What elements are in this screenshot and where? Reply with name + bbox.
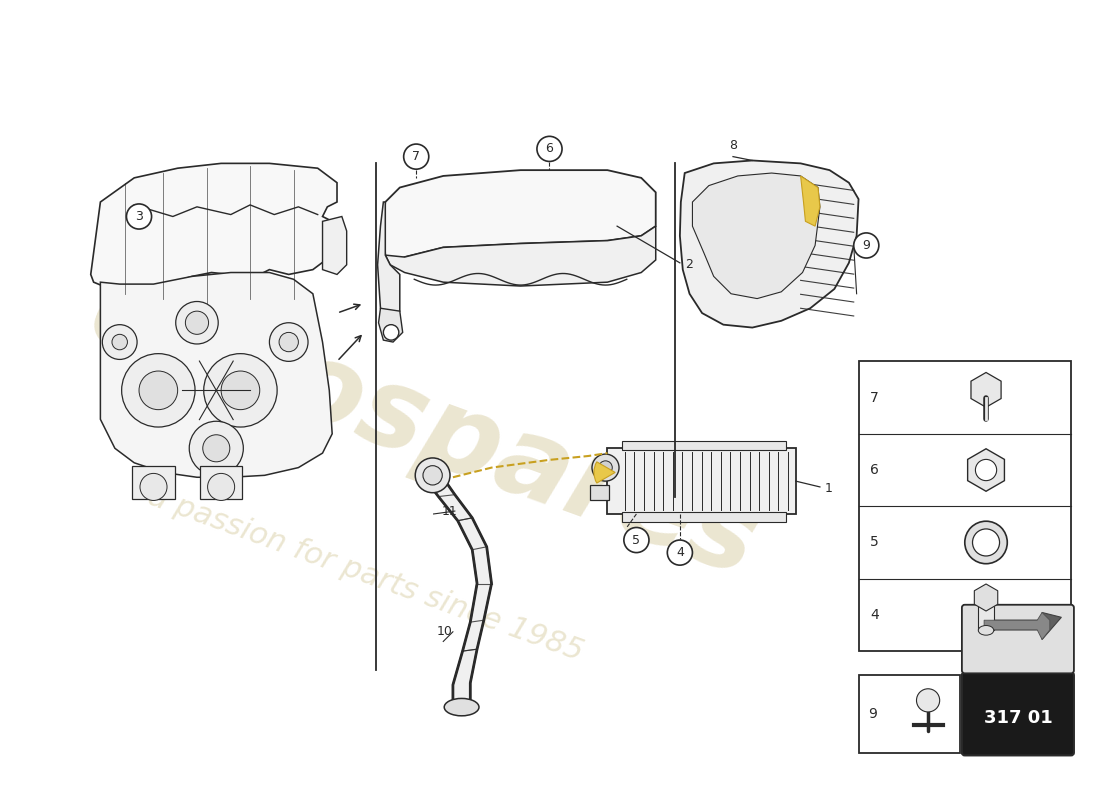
Circle shape [202, 434, 230, 462]
FancyBboxPatch shape [961, 605, 1074, 674]
Bar [590, 485, 609, 501]
Polygon shape [378, 308, 403, 342]
Circle shape [972, 529, 1000, 556]
Ellipse shape [978, 626, 993, 635]
Text: 6: 6 [870, 463, 879, 477]
Circle shape [186, 311, 209, 334]
Text: 7: 7 [870, 390, 879, 405]
Text: eurospares: eurospares [76, 258, 772, 599]
Circle shape [537, 136, 562, 162]
Bar [621, 512, 786, 522]
Circle shape [424, 466, 442, 485]
Circle shape [404, 144, 429, 169]
Bar [978, 603, 993, 630]
Polygon shape [984, 613, 1062, 639]
Circle shape [415, 458, 450, 493]
Circle shape [122, 354, 195, 427]
Text: 4: 4 [870, 608, 879, 622]
Circle shape [916, 689, 939, 712]
Text: 317 01: 317 01 [983, 709, 1053, 726]
Text: 5: 5 [632, 534, 640, 546]
Circle shape [189, 422, 243, 475]
Circle shape [598, 461, 613, 474]
FancyBboxPatch shape [961, 672, 1074, 755]
Circle shape [176, 302, 218, 344]
Polygon shape [385, 226, 656, 286]
Ellipse shape [444, 698, 478, 716]
Circle shape [204, 354, 277, 427]
Bar [858, 675, 960, 753]
Circle shape [140, 474, 167, 501]
Circle shape [624, 527, 649, 553]
Polygon shape [680, 161, 858, 327]
Wedge shape [594, 462, 615, 483]
Polygon shape [424, 475, 492, 709]
Circle shape [854, 233, 879, 258]
Text: 4: 4 [675, 546, 684, 559]
Circle shape [976, 459, 997, 481]
Text: a passion for parts since 1985: a passion for parts since 1985 [144, 482, 587, 666]
Circle shape [270, 322, 308, 362]
Bar [621, 441, 786, 450]
Polygon shape [801, 176, 820, 226]
Polygon shape [377, 202, 399, 315]
Polygon shape [100, 273, 332, 478]
Bar [200, 466, 242, 499]
Circle shape [668, 540, 692, 565]
Text: 9: 9 [868, 707, 877, 721]
Circle shape [965, 522, 1008, 564]
Text: 3: 3 [135, 210, 143, 223]
Circle shape [279, 332, 298, 352]
Polygon shape [384, 170, 656, 265]
Polygon shape [984, 613, 1049, 639]
Text: 11: 11 [442, 505, 458, 518]
Circle shape [102, 325, 138, 359]
Circle shape [384, 325, 399, 340]
Polygon shape [322, 217, 346, 274]
Text: 7: 7 [412, 150, 420, 163]
Text: 9: 9 [862, 239, 870, 252]
Text: 10: 10 [437, 626, 453, 638]
Polygon shape [692, 173, 820, 298]
Text: 5: 5 [870, 535, 879, 550]
Circle shape [139, 371, 178, 410]
Text: 8: 8 [729, 138, 737, 152]
Circle shape [221, 371, 260, 410]
Text: 6: 6 [546, 142, 553, 155]
Bar [132, 466, 175, 499]
Circle shape [208, 474, 234, 501]
Circle shape [112, 334, 128, 350]
Circle shape [126, 204, 152, 229]
Text: 1: 1 [825, 482, 833, 495]
Text: 2: 2 [684, 258, 693, 271]
Circle shape [592, 454, 619, 481]
Polygon shape [90, 163, 337, 292]
Polygon shape [607, 448, 795, 514]
Bar [858, 362, 1071, 651]
